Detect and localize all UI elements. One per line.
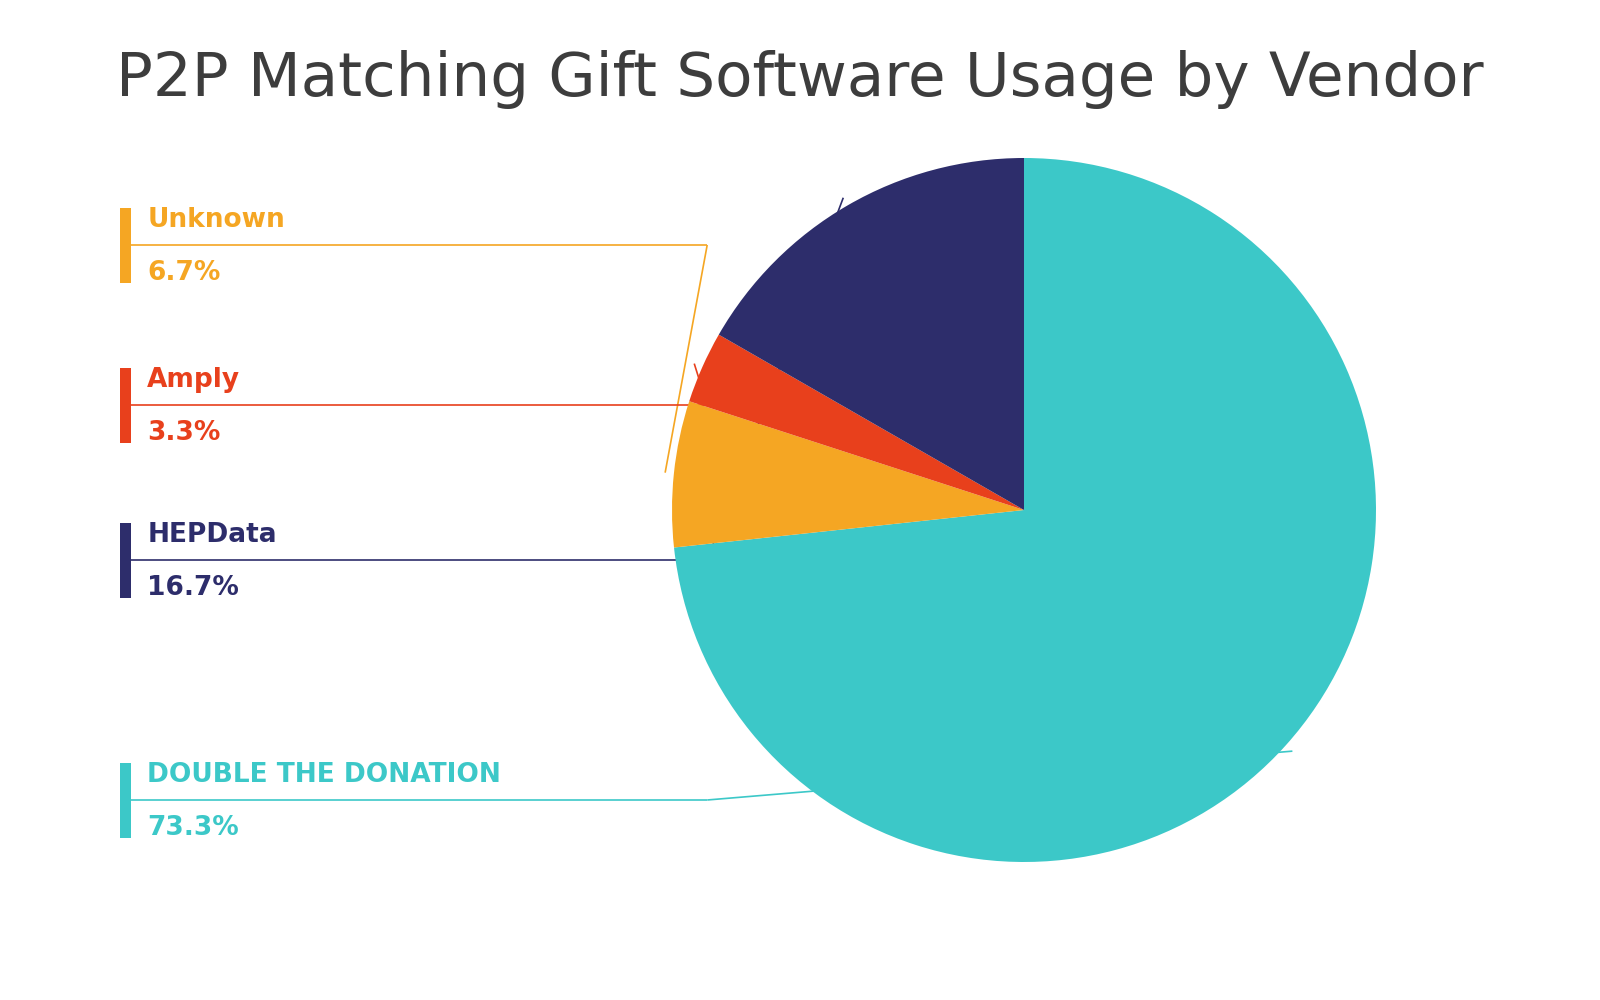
Text: Unknown: Unknown <box>147 207 285 233</box>
Text: 3.3%: 3.3% <box>147 420 221 446</box>
Wedge shape <box>690 335 1024 510</box>
FancyBboxPatch shape <box>120 367 131 442</box>
Text: Amply: Amply <box>147 367 240 393</box>
Wedge shape <box>674 158 1376 862</box>
Text: 6.7%: 6.7% <box>147 260 221 286</box>
Text: HEPData: HEPData <box>147 522 277 548</box>
Text: 16.7%: 16.7% <box>147 575 238 601</box>
Wedge shape <box>672 401 1024 548</box>
FancyBboxPatch shape <box>120 522 131 597</box>
Text: 73.3%: 73.3% <box>147 815 238 841</box>
FancyBboxPatch shape <box>120 208 131 282</box>
Text: P2P Matching Gift Software Usage by Vendor: P2P Matching Gift Software Usage by Vend… <box>117 50 1483 109</box>
Wedge shape <box>718 158 1024 510</box>
Text: DOUBLE THE DONATION: DOUBLE THE DONATION <box>147 762 501 788</box>
FancyBboxPatch shape <box>120 762 131 838</box>
